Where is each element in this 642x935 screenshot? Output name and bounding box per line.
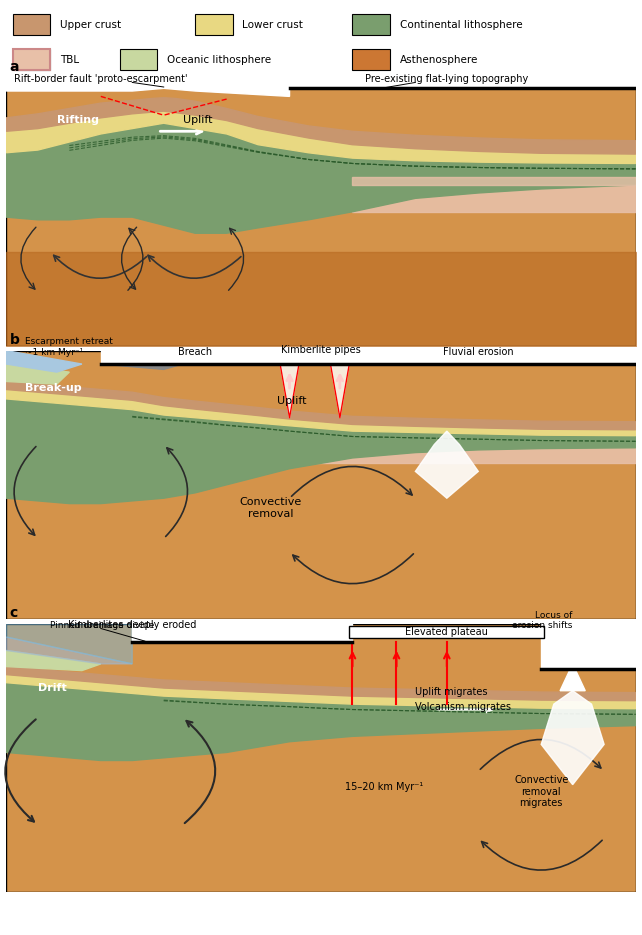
Polygon shape <box>280 364 299 418</box>
Polygon shape <box>6 651 101 670</box>
Polygon shape <box>6 78 290 96</box>
FancyBboxPatch shape <box>6 351 636 619</box>
Text: c: c <box>10 606 18 620</box>
FancyBboxPatch shape <box>6 624 636 892</box>
Polygon shape <box>101 364 182 369</box>
Text: Pre-existing flat-lying topography: Pre-existing flat-lying topography <box>365 74 528 83</box>
Text: Kimberlites deeply eroded: Kimberlites deeply eroded <box>68 620 196 629</box>
Text: Locus of
erosion shifts: Locus of erosion shifts <box>512 611 573 630</box>
Polygon shape <box>6 381 636 430</box>
Text: Continental lithosphere: Continental lithosphere <box>399 20 523 30</box>
Polygon shape <box>560 664 586 691</box>
Text: 15–20 km Myr⁻¹: 15–20 km Myr⁻¹ <box>345 782 423 792</box>
Polygon shape <box>6 123 636 233</box>
Polygon shape <box>6 683 636 760</box>
Text: Rifting: Rifting <box>56 115 99 125</box>
Polygon shape <box>541 691 604 784</box>
Text: Uplift migrates: Uplift migrates <box>415 686 488 697</box>
Polygon shape <box>6 399 636 504</box>
Text: Lower crust: Lower crust <box>243 20 303 30</box>
Polygon shape <box>6 111 636 164</box>
Text: Elevated plateau: Elevated plateau <box>405 627 489 638</box>
Polygon shape <box>6 390 636 436</box>
Text: Asthenosphere: Asthenosphere <box>399 54 478 65</box>
Polygon shape <box>290 437 636 464</box>
FancyBboxPatch shape <box>349 626 544 639</box>
Text: Breach: Breach <box>178 347 213 356</box>
Text: Drift: Drift <box>38 683 67 693</box>
FancyBboxPatch shape <box>13 50 51 70</box>
Text: Oceanic lithosphere: Oceanic lithosphere <box>167 54 271 65</box>
FancyBboxPatch shape <box>119 50 157 70</box>
Text: Rift-border fault 'proto-escarpment': Rift-border fault 'proto-escarpment' <box>14 74 187 83</box>
FancyBboxPatch shape <box>13 14 51 35</box>
Text: TBL: TBL <box>60 54 79 65</box>
Text: Break-up: Break-up <box>25 382 82 393</box>
Polygon shape <box>6 364 69 384</box>
Text: b: b <box>10 333 19 347</box>
Text: Uplift: Uplift <box>182 115 212 125</box>
Text: Fluvial erosion: Fluvial erosion <box>443 347 514 356</box>
Text: Uplift: Uplift <box>277 396 306 407</box>
Text: Pinned drainage divide: Pinned drainage divide <box>51 621 155 629</box>
Polygon shape <box>6 351 82 372</box>
Polygon shape <box>6 98 636 154</box>
Text: Upper crust: Upper crust <box>60 20 121 30</box>
FancyBboxPatch shape <box>352 14 390 35</box>
Polygon shape <box>352 177 636 185</box>
FancyBboxPatch shape <box>6 78 636 346</box>
FancyBboxPatch shape <box>352 50 390 70</box>
Text: Convective
removal
migrates: Convective removal migrates <box>514 775 568 808</box>
Polygon shape <box>6 624 132 664</box>
Polygon shape <box>331 364 349 418</box>
Polygon shape <box>6 637 132 664</box>
Text: a: a <box>10 60 19 74</box>
FancyBboxPatch shape <box>195 14 233 35</box>
Text: Volcanism migrates: Volcanism migrates <box>415 701 512 712</box>
FancyBboxPatch shape <box>13 50 51 70</box>
Text: Escarpment retreat
~1 km Myr⁻¹: Escarpment retreat ~1 km Myr⁻¹ <box>25 338 113 356</box>
Polygon shape <box>6 675 636 709</box>
Text: Convective
removal: Convective removal <box>239 497 302 519</box>
Polygon shape <box>352 180 636 212</box>
Polygon shape <box>415 431 478 498</box>
Text: Kimberlite pipes: Kimberlite pipes <box>281 345 361 354</box>
Polygon shape <box>6 667 636 700</box>
